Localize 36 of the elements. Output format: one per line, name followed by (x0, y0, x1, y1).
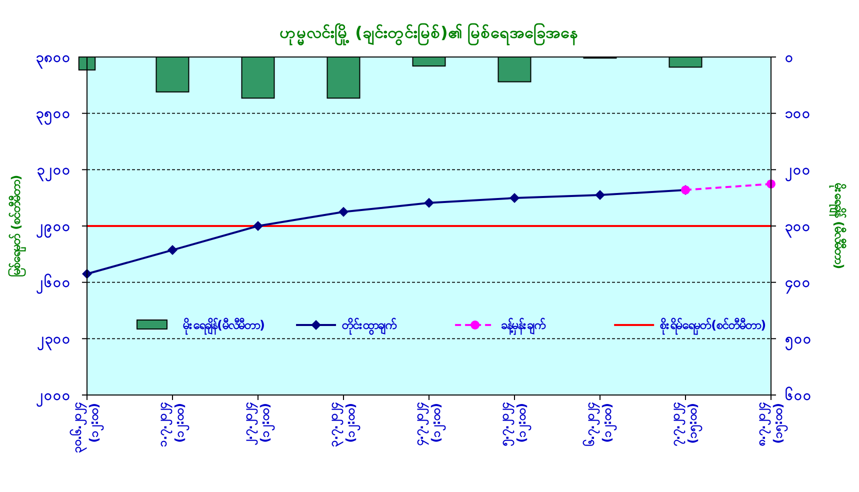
y2-tick-label: ၅၀၀ (785, 332, 812, 351)
legend-label: ခန့်မှန်းချက် (501, 316, 546, 336)
y2-tick-label: ၂၀၀ (785, 162, 811, 182)
chart-title: ဟုမ္မလင်းမြို့ (ချင်းတွင်းမြစ်)၏ မြစ်ရေအခြေအနေ (280, 22, 578, 46)
y2-tick-label: ၁၀၀ (785, 106, 811, 122)
x-tick-label: ၅.၇.၂၀၂၄ (၁၂:၀၀) (498, 403, 532, 448)
y-tick-label: ၂၀၀၀ (36, 388, 71, 407)
point (338, 206, 348, 217)
y-tick-label: ၃၈၀၀ (36, 50, 71, 69)
y2-tick-label: ၃၀၀ (785, 218, 811, 238)
x-tick-label: ၆.၇.၂၀၂၄ (၁၂:၀၀) (581, 403, 618, 448)
x-tick-label: ၁.၇.၂၀၂၄ (၁၂:၀၀) (156, 403, 190, 448)
legend-label: စိုးရိမ်ရေမှတ်(စင်တီမီတာ) (659, 316, 766, 336)
point (168, 245, 178, 256)
x-tick-label: ၃၀.၆.၂၀၂၄ (၁၂:၀၀) (68, 403, 105, 454)
y2-tick-label: ၄၀၀ (785, 275, 811, 294)
x-tick-label: ၂.၇.၂၀၂၄ (၁၂:၀၀) (241, 403, 276, 446)
x-tick-label: ၈.၇.၂၀၂၄ (၁၅:၀၀) (754, 403, 789, 448)
y-tick-label: ၂၉၀၀ (36, 218, 71, 238)
y-axis-title: မြစ်ရေမှတ် (စင်တီမီတာ) (6, 174, 27, 278)
x-tick-label: ၄.၇.၂၀၂၄ (၁၂:၀၀) (412, 403, 447, 448)
point (510, 193, 520, 204)
point (595, 190, 605, 200)
y-tick-label: ၂၃၀၀ (37, 332, 71, 351)
y2-tick-label: ၀ (785, 50, 794, 66)
point (253, 221, 263, 231)
y2-axis-title: မိုးရေချိန် (မီလီမီတာ) (828, 182, 848, 270)
y-tick-label: ၃၂၀၀ (37, 162, 71, 182)
legend-label: မိုးရေချိန်(မီလီမီတာ) (182, 316, 265, 336)
y2-tick-label: ၆၀၀ (785, 386, 812, 404)
legend-label: တိုင်းထွာချက် (341, 316, 398, 336)
point (424, 198, 434, 208)
y-tick-label: ၃၅၀၀ (36, 106, 71, 126)
x-tick-label: ၃.၇.၂၀၂၄ (၁၂:၀၀) (326, 403, 362, 448)
y-tick-label: ၂၆၀၀ (36, 274, 71, 294)
x-tick-label: ၇.၇.၂၀၂၄ (၁၅:၀၀) (668, 403, 704, 448)
